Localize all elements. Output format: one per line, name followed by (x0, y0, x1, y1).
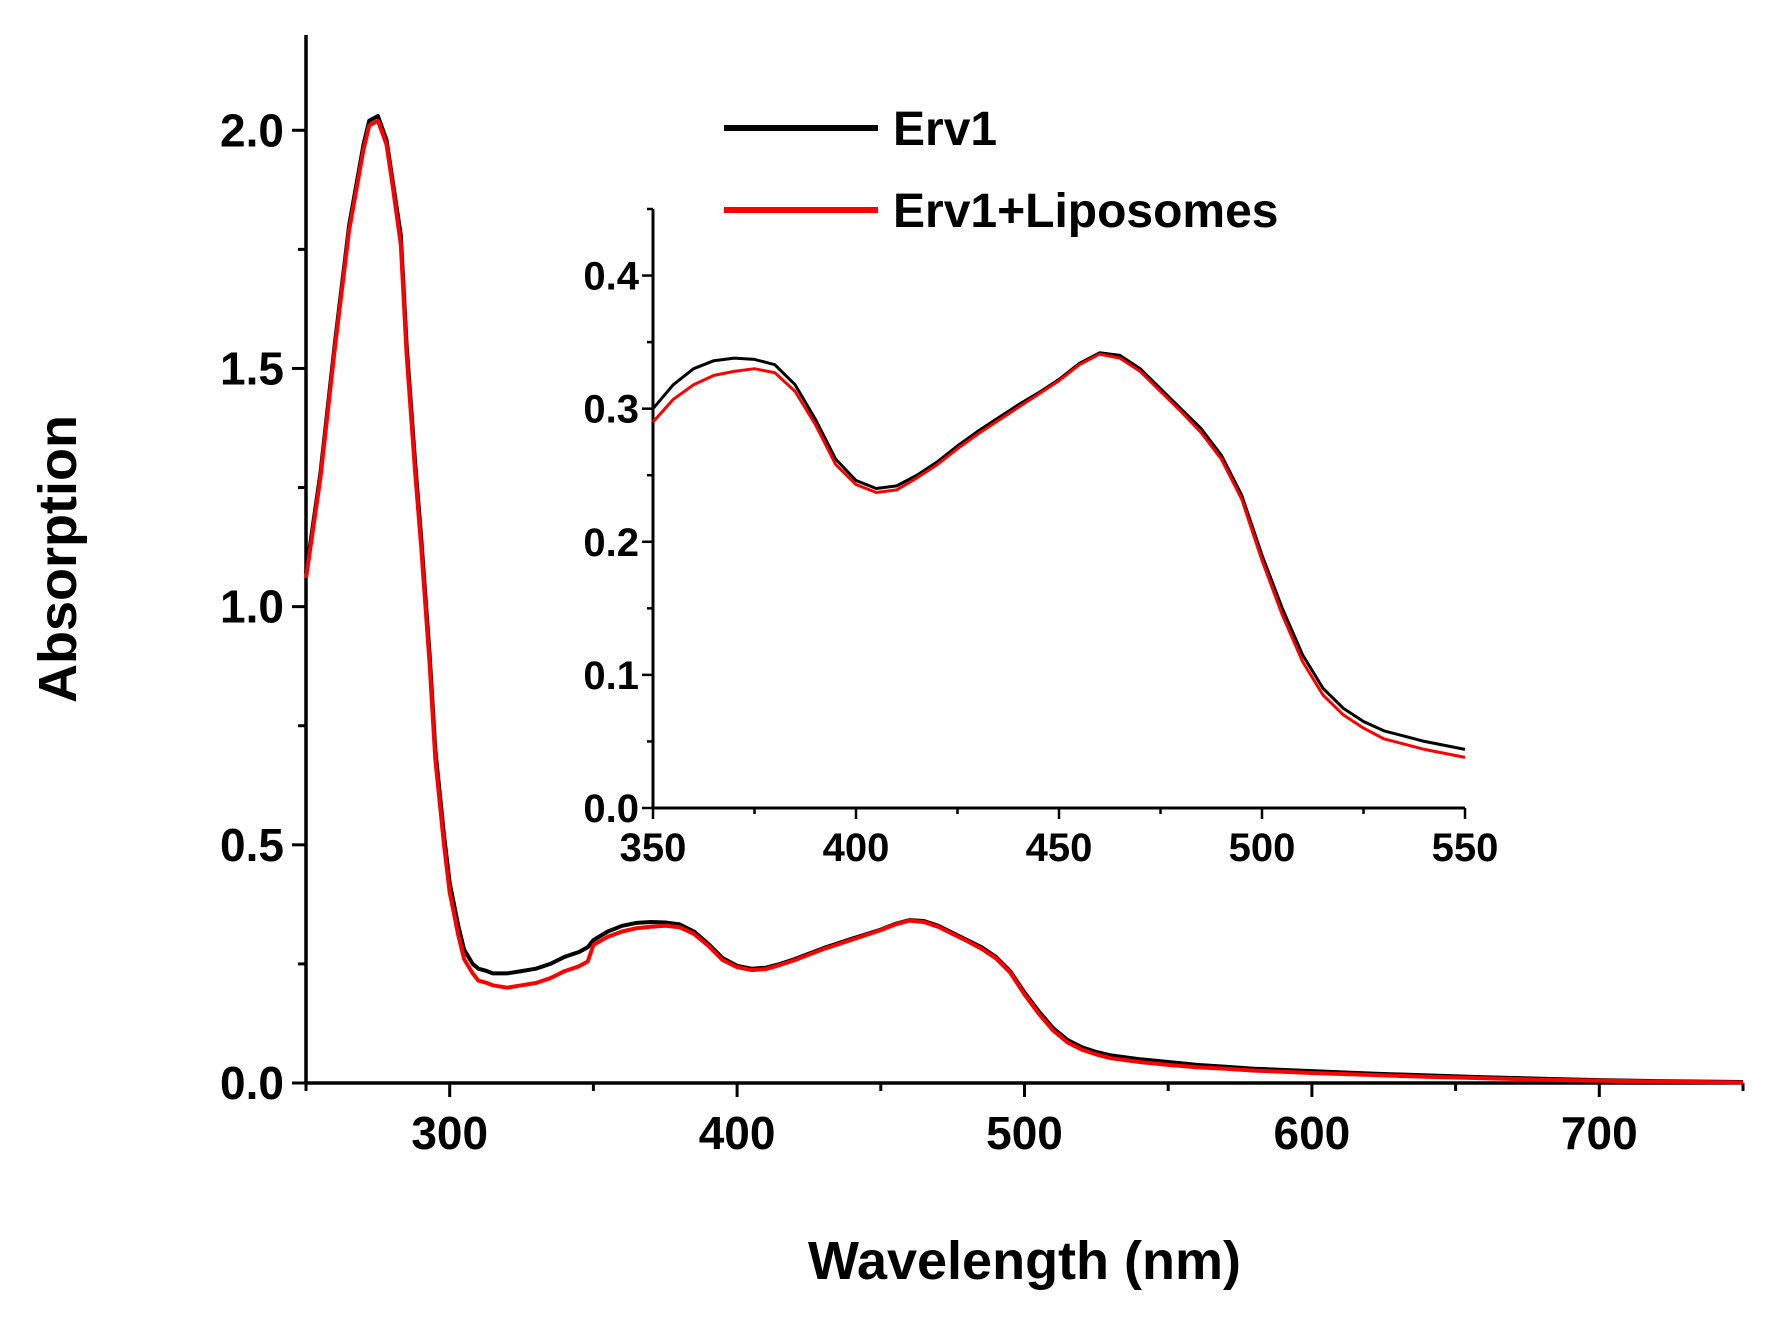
main-x-axis-title: Wavelength (nm) (808, 1231, 1241, 1291)
main-x-tick-label: 300 (411, 1107, 488, 1159)
inset-y-tick-label: 0.4 (583, 255, 639, 299)
main-y-tick-label: 0.0 (220, 1057, 284, 1109)
main-x-tick-label: 600 (1274, 1107, 1351, 1159)
inset-y-tick-label: 0.3 (583, 388, 639, 432)
main-y-tick-label: 1.0 (220, 581, 284, 633)
inset-x-tick-label: 350 (620, 826, 687, 870)
main-plot: 300 400 500 600 700 0.0 0.5 1.0 1.5 2.0 Wavelength… (28, 35, 1745, 1291)
inset-y-tick-label: 0.0 (583, 787, 639, 831)
inset-x-tick-label: 450 (1026, 826, 1093, 870)
inset-y-tick-label: 0.2 (583, 521, 639, 565)
inset-y-tick-label: 0.1 (583, 654, 639, 698)
main-x-tick-label: 500 (986, 1107, 1063, 1159)
inset-x-tick-label: 400 (823, 826, 890, 870)
main-y-tick-label: 0.5 (220, 819, 284, 871)
main-series-erv1 (304, 114, 1744, 1084)
inset-series-erv1-liposomes (651, 352, 1466, 759)
legend-label-erv1: Erv1 (893, 103, 997, 156)
inset-x-tick-label: 500 (1229, 826, 1296, 870)
inset-x-tick-label: 550 (1432, 826, 1499, 870)
main-y-tick-label: 1.5 (220, 342, 284, 394)
main-x-tick-label: 400 (699, 1107, 776, 1159)
legend: Erv1 Erv1+Liposomes (724, 103, 1279, 238)
inset-series-erv1 (651, 351, 1466, 751)
main-y-axis-title: Absorption (28, 415, 88, 703)
legend-label-erv1-liposomes: Erv1+Liposomes (893, 185, 1279, 238)
main-x-tick-label: 700 (1561, 1107, 1638, 1159)
main-series-erv1-liposomes (304, 118, 1744, 1085)
inset-plot: 350 400 450 500 550 0.0 0.1 0.2 0.3 0.4 (583, 207, 1499, 870)
main-y-tick-label: 2.0 (220, 104, 284, 156)
